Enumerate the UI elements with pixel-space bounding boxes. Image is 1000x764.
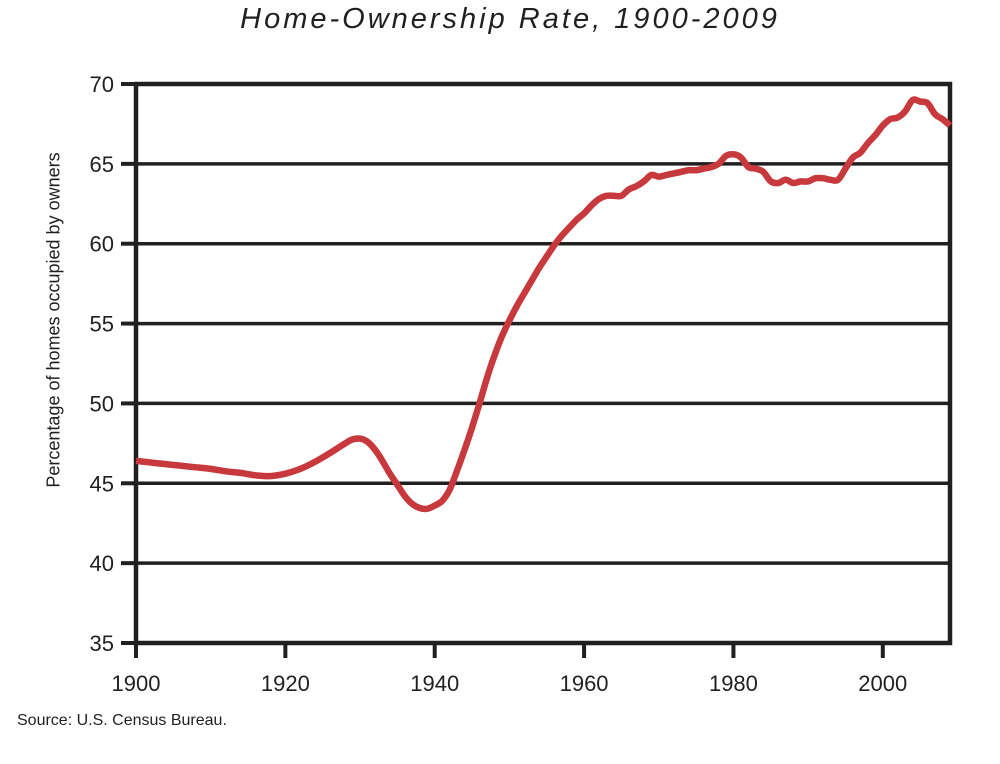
x-tick-label: 1980 (709, 671, 758, 696)
x-tick-label: 1920 (261, 671, 310, 696)
source-note: Source: U.S. Census Bureau. (17, 712, 227, 729)
homeownership-rate-line (135, 96, 953, 513)
y-tick-label: 50 (90, 391, 114, 416)
y-tick-label: 70 (90, 72, 114, 97)
y-tick-label: 65 (90, 152, 114, 177)
chart-title: Home-Ownership Rate, 1900-2009 (240, 3, 780, 35)
y-tick-label: 35 (90, 631, 114, 656)
x-tick-label: 1900 (112, 671, 161, 696)
x-tick-label: 1940 (410, 671, 459, 696)
x-tick-label: 2000 (858, 671, 907, 696)
y-tick-label: 45 (90, 471, 114, 496)
x-tick-label: 1960 (560, 671, 609, 696)
y-tick-label: 55 (90, 312, 114, 337)
y-tick-label: 60 (90, 232, 114, 257)
plot-border (133, 81, 953, 646)
y-tick-label: 40 (90, 551, 114, 576)
